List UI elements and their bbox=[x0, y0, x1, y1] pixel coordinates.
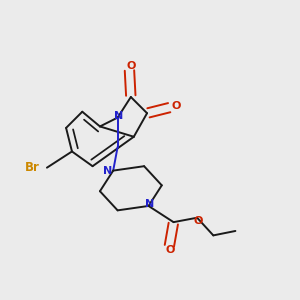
Text: O: O bbox=[126, 61, 136, 71]
Text: N: N bbox=[146, 200, 154, 209]
Text: Br: Br bbox=[25, 161, 40, 174]
Text: O: O bbox=[166, 245, 175, 255]
Text: N: N bbox=[103, 166, 112, 176]
Text: O: O bbox=[194, 216, 203, 226]
Text: N: N bbox=[115, 111, 124, 121]
Text: O: O bbox=[172, 101, 181, 111]
